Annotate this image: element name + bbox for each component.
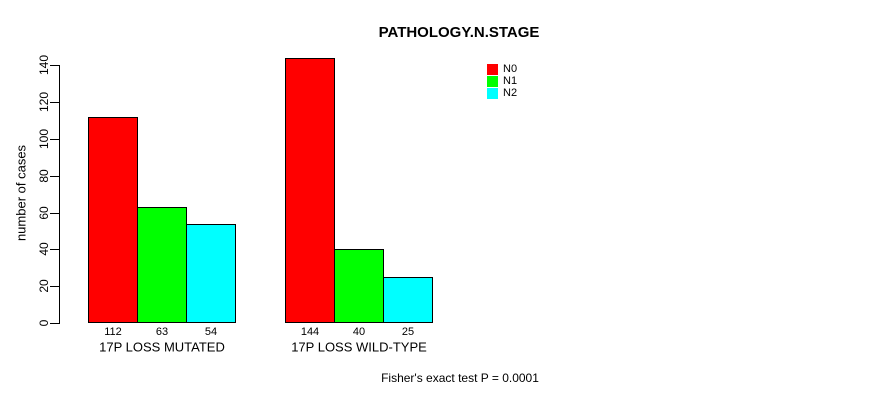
- legend: N0 N1 N2: [487, 64, 517, 100]
- bar-value-label: 63: [155, 326, 169, 338]
- y-tick-label: 140: [37, 54, 51, 76]
- y-tick-mark: [50, 65, 59, 66]
- bar-n1-group2: [334, 249, 384, 323]
- legend-swatch-n0: [487, 64, 498, 75]
- y-tick-label: 40: [37, 242, 51, 256]
- bar-n0-group2: [285, 58, 335, 323]
- y-tick-label: 100: [37, 128, 51, 150]
- legend-label: N2: [503, 87, 518, 99]
- y-tick-label: 60: [37, 206, 51, 220]
- bar-n2-group2: [383, 277, 433, 323]
- y-tick-mark: [50, 249, 59, 250]
- legend-label: N1: [503, 75, 518, 87]
- y-tick-mark: [50, 213, 59, 214]
- annotation-text: Fisher's exact test P = 0.0001: [381, 371, 539, 385]
- y-tick-mark: [50, 176, 59, 177]
- legend-label: N0: [503, 63, 518, 75]
- legend-row-n1: N1: [487, 76, 517, 87]
- bar-n2-group1: [186, 224, 236, 323]
- bar-value-label: 144: [300, 326, 320, 338]
- y-tick-label: 80: [37, 169, 51, 183]
- y-tick-mark: [50, 139, 59, 140]
- legend-swatch-n1: [487, 76, 498, 87]
- y-tick-mark: [50, 102, 59, 103]
- y-tick-label: 120: [37, 91, 51, 113]
- bar-value-label: 25: [401, 326, 415, 338]
- bar-value-label: 54: [204, 326, 218, 338]
- category-label: 17P LOSS MUTATED: [99, 339, 225, 355]
- bar-value-label: 112: [104, 326, 122, 338]
- legend-row-n2: N2: [487, 88, 517, 99]
- category-label: 17P LOSS WILD-TYPE: [291, 339, 427, 355]
- bar-value-label: 40: [352, 326, 366, 338]
- y-tick-label: 0: [37, 319, 51, 327]
- legend-row-n0: N0: [487, 64, 517, 75]
- y-tick-label: 20: [37, 279, 51, 293]
- chart-title: PATHOLOGY.N.STAGE: [378, 24, 540, 41]
- y-tick-mark: [50, 286, 59, 287]
- bar-n0-group1: [88, 117, 138, 323]
- legend-swatch-n2: [487, 88, 498, 99]
- y-tick-mark: [50, 323, 59, 324]
- bar-n1-group1: [137, 207, 187, 323]
- y-axis-line: [59, 65, 60, 324]
